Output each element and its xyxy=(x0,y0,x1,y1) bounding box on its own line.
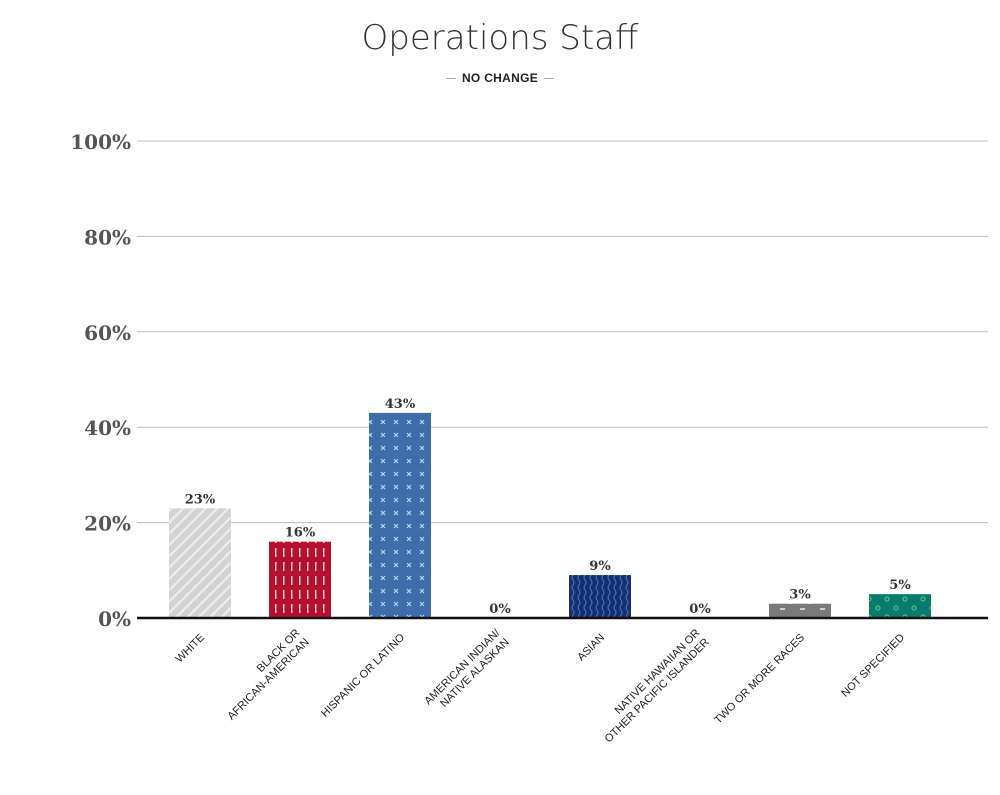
data-label: 0% xyxy=(489,602,511,617)
data-label: 23% xyxy=(185,492,216,507)
y-tick-label: 20% xyxy=(84,512,131,536)
bar xyxy=(769,603,831,618)
x-tick-label: WHITE xyxy=(174,632,208,666)
x-tick-label: ASIAN xyxy=(575,632,607,664)
chart-subtitle: NO CHANGE xyxy=(0,71,1000,85)
x-tick-label: BLACK ORAFRICAN-AMERICAN xyxy=(216,627,312,723)
bar xyxy=(269,541,331,618)
x-tick-label: HISPANIC OR LATINO xyxy=(319,631,407,719)
subtitle-text: NO CHANGE xyxy=(461,71,539,85)
x-tick-label: AMERICAN INDIAN/NATIVE ALASKAN xyxy=(422,626,512,716)
chart-title: Operations Staff xyxy=(361,18,639,58)
y-tick-label: 0% xyxy=(98,607,131,631)
x-tick-label-line: WHITE xyxy=(174,632,208,666)
data-label: 3% xyxy=(789,588,811,603)
x-tick-label-line: HISPANIC OR LATINO xyxy=(319,631,407,719)
bar xyxy=(369,412,431,618)
x-tick-label-line: TWO OR MORE RACES xyxy=(712,632,807,727)
bar xyxy=(869,594,931,618)
y-tick-label: 80% xyxy=(84,225,131,249)
data-label: 5% xyxy=(889,578,911,593)
x-tick-label: NOT SPECIFIED xyxy=(839,632,907,700)
y-tick-label: 60% xyxy=(84,321,131,345)
x-tick-label-line: NATIVE HAWAIIAN OR xyxy=(613,627,703,717)
bar xyxy=(569,575,631,618)
x-tick-label: NATIVE HAWAIIAN OROTHER PACIFIC ISLANDER xyxy=(593,627,711,745)
y-tick-label: 40% xyxy=(84,416,131,440)
bar xyxy=(169,508,231,618)
x-tick-label-line: ASIAN xyxy=(575,632,607,664)
x-tick-label-line: AFRICAN-AMERICAN xyxy=(225,636,311,722)
data-label: 0% xyxy=(689,602,711,617)
x-tick-label-line: AMERICAN INDIAN/ xyxy=(422,626,503,707)
x-tick-label-line: OTHER PACIFIC ISLANDER xyxy=(603,636,712,745)
x-tick-label-line: NOT SPECIFIED xyxy=(839,632,907,700)
data-label: 43% xyxy=(385,397,416,412)
data-label: 9% xyxy=(589,559,611,574)
data-label: 16% xyxy=(285,526,316,541)
x-tick-label: TWO OR MORE RACES xyxy=(712,632,807,727)
y-tick-label: 100% xyxy=(70,130,131,154)
